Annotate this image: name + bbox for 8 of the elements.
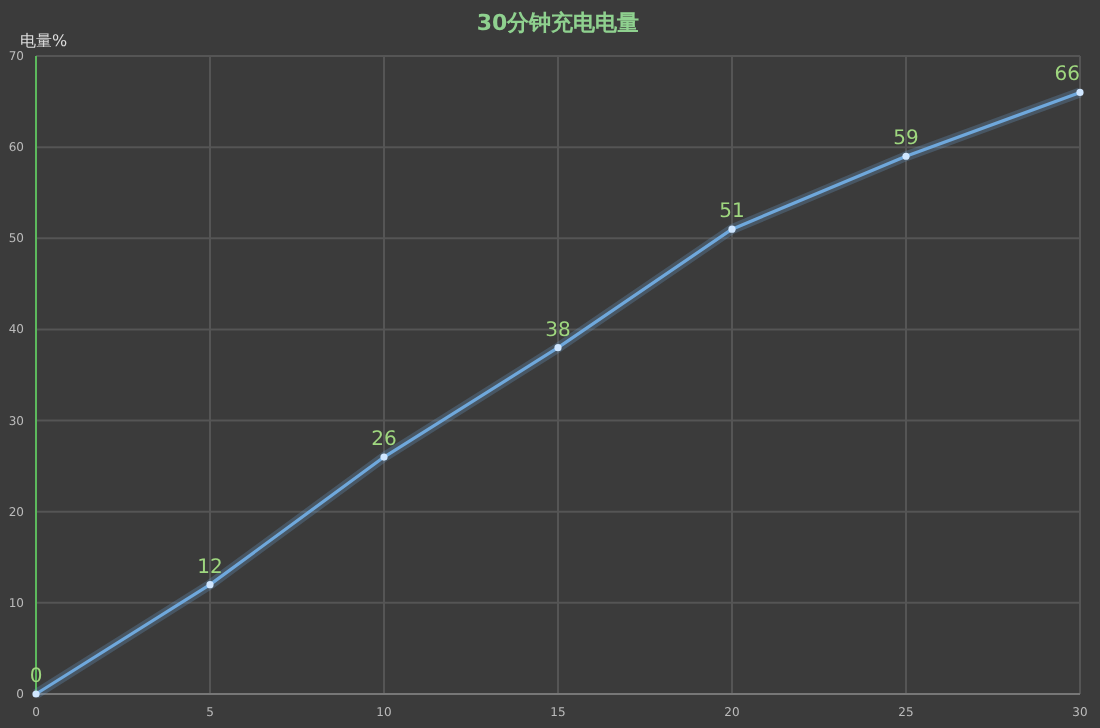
chart-title: 30分钟充电电量	[476, 10, 640, 36]
y-axis-title: 电量%	[20, 32, 68, 50]
data-label: 12	[197, 556, 223, 579]
data-label: 59	[893, 128, 919, 151]
data-label: 26	[371, 429, 397, 452]
data-label: 38	[545, 319, 571, 342]
data-label: 51	[719, 201, 745, 224]
data-label: 66	[1054, 64, 1080, 87]
